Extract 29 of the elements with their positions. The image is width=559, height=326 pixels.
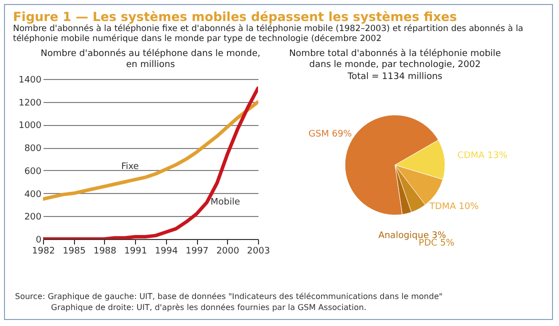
text: Graphique de droite: UIT, d'après les données fournies par la GSM Association. bbox=[50, 302, 368, 313]
chart-title: Nombre d'abonnés au téléphone dans le monde, en millions bbox=[40, 48, 260, 70]
y-tick-label: 800 bbox=[24, 144, 42, 154]
y-tick-label: 0 bbox=[36, 236, 42, 246]
x-tick-label: 2003 bbox=[247, 246, 270, 256]
x-tick-label: 1982 bbox=[32, 246, 55, 256]
y-tick-label: 200 bbox=[24, 212, 42, 223]
source-note: Source: Graphique de gauche: UIT, base de données "Indicateurs des télécommunications dans le monde" bbox=[15, 291, 443, 302]
x-tick-label: 2000 bbox=[216, 246, 240, 256]
series-label: Fixe bbox=[121, 162, 140, 172]
y-tick-label: 400 bbox=[24, 190, 42, 200]
x-tick-label: 1997 bbox=[186, 246, 209, 256]
y-tick-label: 1200 bbox=[18, 98, 42, 108]
caption: Figure 1 — Les systèmes mobiles dépassent les systèmes fixes bbox=[13, 9, 458, 24]
text: Nombre d'abonnés à la téléphonie fixe et d'abonnés à la téléphonie mobile (1982–2003) et répartition des abonnés à la téléphonie mobile numérique dans le monde par type de technologie (décembre 2002 bbox=[13, 24, 524, 44]
slice-label: CDMA 13% bbox=[457, 150, 508, 161]
x-tick-label: 1991 bbox=[124, 246, 148, 256]
y-tick-label: 1000 bbox=[18, 121, 42, 132]
x-tick-label: 1985 bbox=[62, 246, 86, 256]
x-tick-label: 1994 bbox=[154, 246, 178, 256]
y-tick-label: 600 bbox=[24, 166, 42, 177]
slice-label: PDC 5% bbox=[418, 238, 455, 249]
chart-title: Nombre total d'abonnés à la téléphonie mobile dans le monde, par technologie, 2002 bbox=[289, 48, 502, 70]
x-tick-label: 1988 bbox=[93, 246, 117, 256]
chart-subtitle: Total = 1134 millions bbox=[346, 72, 443, 82]
series-label: Mobile bbox=[210, 197, 240, 208]
slice-label: TDMA 10% bbox=[428, 202, 480, 212]
slice-label: GSM 69% bbox=[308, 130, 352, 140]
y-tick-label: 1400 bbox=[18, 76, 42, 86]
